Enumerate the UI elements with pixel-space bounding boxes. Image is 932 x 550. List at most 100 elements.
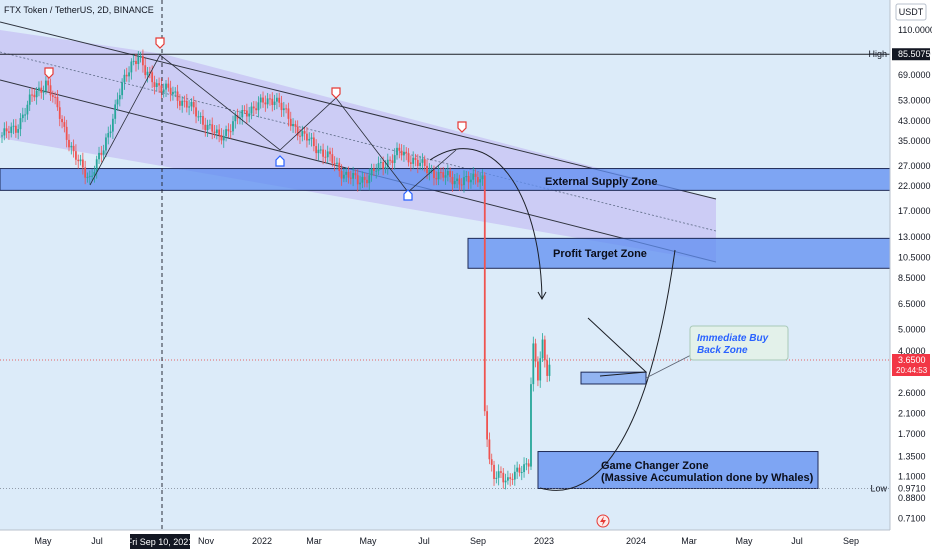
- candle-body: [504, 480, 507, 483]
- candle-body: [292, 124, 294, 127]
- candle-body: [88, 175, 91, 177]
- time-tick-label: Sep: [470, 536, 486, 546]
- candle-body: [178, 100, 181, 106]
- candle-body: [58, 107, 61, 119]
- candle-body: [518, 467, 521, 473]
- candle-body: [486, 411, 488, 440]
- candle-body: [329, 151, 331, 155]
- candle-body: [100, 152, 103, 155]
- low-value: 0.9710: [898, 483, 926, 493]
- candle-body: [252, 106, 255, 109]
- candle-body: [509, 477, 512, 479]
- candle-body: [118, 95, 121, 100]
- candle-body: [162, 89, 165, 93]
- candle-body: [412, 157, 415, 164]
- candle-body: [444, 175, 447, 178]
- candle-countdown: 20:44:53: [896, 366, 928, 375]
- candle-body: [502, 472, 505, 483]
- candle-body: [65, 126, 68, 140]
- pennant-lines: [587, 317, 648, 377]
- candle-body: [403, 151, 405, 156]
- price-tick-label: 22.0000: [898, 181, 931, 191]
- candle-body: [56, 96, 59, 108]
- price-tick-label: 0.7100: [898, 514, 926, 524]
- candle-body: [414, 157, 417, 160]
- buyback-note-line1: Immediate Buy: [697, 333, 769, 344]
- candle-body: [294, 124, 297, 127]
- candle-body: [497, 471, 500, 478]
- drop-arrow-curve: [429, 148, 543, 299]
- candle-body: [51, 95, 54, 97]
- candle-body: [275, 97, 278, 102]
- time-axis: [0, 530, 932, 550]
- candle-body: [114, 104, 117, 119]
- price-tick-label: 2.6000: [898, 388, 926, 398]
- candle-body: [8, 131, 10, 133]
- candle-body: [132, 60, 135, 62]
- candle-body: [135, 60, 137, 65]
- candle-body: [202, 116, 204, 125]
- candle-body: [220, 135, 223, 141]
- candle-body: [516, 467, 519, 472]
- candle-body: [500, 471, 502, 473]
- time-tick-label: 2024: [626, 536, 646, 546]
- candle-body: [430, 170, 433, 172]
- price-axis: [890, 0, 932, 550]
- candle-body: [377, 163, 380, 171]
- time-tick-label: Mar: [681, 536, 697, 546]
- candle-body: [483, 175, 486, 412]
- candle-body: [433, 170, 435, 179]
- candle-body: [289, 118, 292, 127]
- candle-body: [262, 97, 264, 103]
- channel-fill: [0, 30, 716, 262]
- candle-body: [160, 85, 163, 93]
- candle-body: [368, 175, 371, 184]
- candle-body: [144, 65, 147, 76]
- candle-body: [213, 131, 216, 133]
- candle-body: [476, 176, 479, 183]
- candle-body: [44, 80, 47, 91]
- price-tick-label: 1.1000: [898, 471, 926, 481]
- candle-body: [541, 339, 544, 359]
- time-tick-label: May: [34, 536, 52, 546]
- candle-body: [322, 149, 324, 157]
- candle-body: [534, 343, 537, 362]
- candle-body: [278, 97, 281, 103]
- currency-label: USDT: [899, 7, 924, 17]
- candle-body: [174, 91, 177, 93]
- buyback-zone: [580, 371, 647, 385]
- price-tick-label: 35.0000: [898, 136, 931, 146]
- candle-body: [109, 131, 112, 134]
- candle-body: [315, 146, 318, 154]
- candle-body: [495, 477, 498, 479]
- profit-zone-label: Profit Target Zone: [553, 248, 647, 260]
- candle-body: [206, 124, 209, 131]
- candle-body: [102, 150, 105, 155]
- candle-body: [400, 150, 403, 156]
- candle-body: [70, 145, 73, 148]
- candle-body: [185, 100, 188, 108]
- candle-body: [359, 182, 361, 185]
- candle-body: [349, 177, 352, 179]
- candle-body: [165, 83, 167, 90]
- candle-body: [130, 61, 133, 73]
- candle-body: [225, 129, 227, 136]
- candle-body: [488, 439, 491, 460]
- price-tick-label: 43.0000: [898, 116, 931, 126]
- candle-body: [548, 364, 551, 376]
- recovery-curve: [539, 249, 676, 491]
- candle-body: [271, 98, 274, 105]
- candle-body: [474, 173, 477, 177]
- candle-body: [107, 133, 110, 138]
- price-tick-label: 17.0000: [898, 206, 931, 216]
- candle-body: [308, 138, 311, 141]
- candle-body: [506, 477, 509, 481]
- candle-body: [472, 173, 475, 180]
- time-tick-label: Jul: [418, 536, 430, 546]
- candle-body: [317, 149, 320, 154]
- time-tick-label: Sep: [843, 536, 859, 546]
- candle-body: [227, 129, 230, 132]
- candle-body: [188, 106, 191, 108]
- price-tick-label: 4.0000: [898, 346, 926, 356]
